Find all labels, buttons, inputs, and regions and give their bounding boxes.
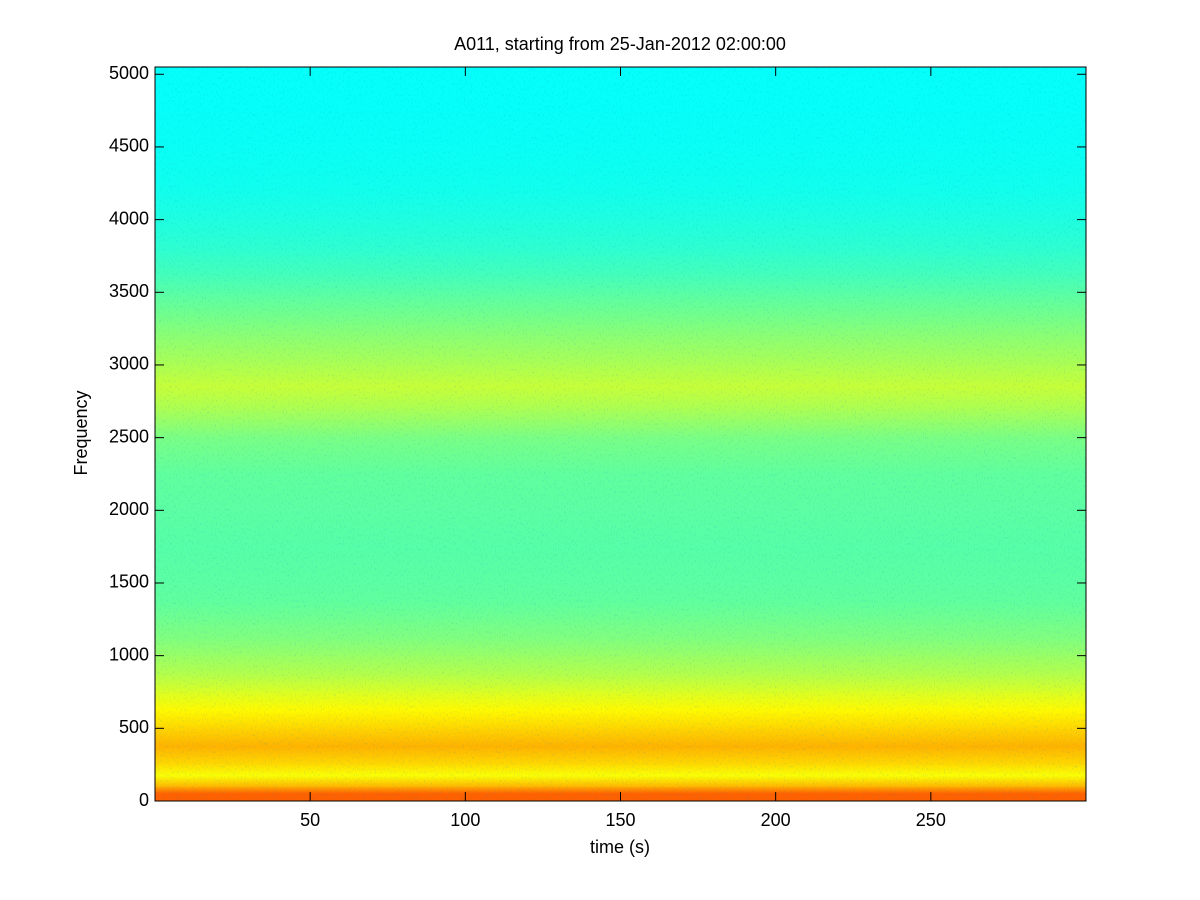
y-tick-label: 4500 — [109, 136, 149, 156]
x-tick-label: 250 — [916, 810, 946, 830]
x-tick-label: 200 — [761, 810, 791, 830]
x-tick-label: 100 — [450, 810, 480, 830]
y-tick-label: 0 — [139, 790, 149, 810]
y-tick-label: 3000 — [109, 354, 149, 374]
x-tick-label: 150 — [605, 810, 635, 830]
y-axis-label: Frequency — [71, 390, 91, 475]
y-tick-label: 3500 — [109, 281, 149, 301]
y-tick-label: 500 — [119, 717, 149, 737]
x-axis-label: time (s) — [590, 837, 650, 857]
y-tick-label: 1500 — [109, 572, 149, 592]
chart-title: A011, starting from 25-Jan-2012 02:00:00 — [454, 34, 786, 54]
axes-box — [154, 66, 1087, 802]
axes: 50 100 150 200 25005001000150020002500300035… — [109, 63, 1086, 830]
y-tick-label: 5000 — [109, 63, 149, 83]
y-tick-label: 1000 — [109, 644, 149, 664]
y-tick-label: 2500 — [109, 426, 149, 446]
y-tick-label: 4000 — [109, 208, 149, 228]
x-tick-label: 50 — [300, 810, 320, 830]
y-tick-label: 2000 — [109, 499, 149, 519]
noise-texture — [155, 67, 1086, 801]
